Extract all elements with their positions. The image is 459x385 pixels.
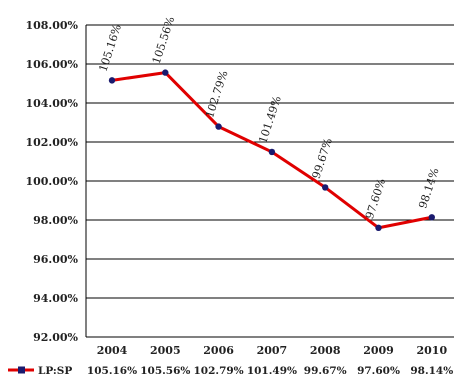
y-tick-label: 98.00% bbox=[33, 214, 78, 227]
x-tick-label: 2008 bbox=[310, 344, 341, 357]
x-tick-label: 2004 bbox=[97, 344, 128, 357]
y-tick-label: 94.00% bbox=[33, 292, 78, 305]
data-point bbox=[322, 184, 329, 191]
x-tick-label: 2005 bbox=[150, 344, 181, 357]
legend-swatch-marker bbox=[18, 366, 25, 374]
y-tick-label: 102.00% bbox=[25, 136, 78, 149]
legend-table-value: 99.67% bbox=[304, 365, 347, 377]
gridlines bbox=[85, 24, 454, 338]
data-labels: 105.16% 105.56% 102.79% 101.49% 99.67% 97.60%… bbox=[96, 15, 441, 221]
x-tick-label: 2007 bbox=[257, 344, 288, 357]
x-tick-label: 2006 bbox=[203, 344, 234, 357]
data-point bbox=[215, 123, 222, 130]
series-lines bbox=[108, 69, 435, 231]
y-tick-label: 92.00% bbox=[33, 331, 78, 344]
data-label: 105.16% bbox=[96, 23, 123, 74]
legend-table-value: 98.14% bbox=[410, 365, 453, 377]
y-tick-label: 104.00% bbox=[25, 97, 78, 110]
data-point bbox=[428, 214, 435, 221]
legend-series-name: LP:SP bbox=[38, 365, 72, 377]
y-tick-label: 96.00% bbox=[33, 253, 78, 266]
x-axis-ticks: 2004 2005 2006 2007 2008 2009 2010 bbox=[97, 344, 448, 357]
legend-table-value: 105.56% bbox=[140, 365, 190, 377]
data-point bbox=[375, 224, 382, 231]
data-point bbox=[162, 69, 169, 76]
legend-table-value: 105.16% bbox=[87, 365, 137, 377]
data-label: 101.49% bbox=[256, 94, 283, 145]
x-tick-label: 2010 bbox=[416, 344, 447, 357]
legend-table-value: 97.60% bbox=[357, 365, 400, 377]
y-tick-label: 108.00% bbox=[25, 19, 78, 32]
y-tick-label: 106.00% bbox=[25, 58, 78, 71]
data-label: 98.14% bbox=[416, 166, 441, 210]
legend-table-value: 102.79% bbox=[194, 365, 244, 377]
y-axis-ticks: 92.00% 94.00% 96.00% 98.00% 100.00% 102.00% 10… bbox=[25, 19, 78, 344]
data-point bbox=[108, 77, 116, 84]
data-label: 105.56% bbox=[150, 15, 177, 66]
data-label: 102.79% bbox=[203, 69, 230, 120]
legend-table-value: 101.49% bbox=[247, 365, 297, 377]
data-point bbox=[268, 148, 276, 156]
data-label: 99.67% bbox=[310, 136, 335, 180]
x-tick-label: 2009 bbox=[363, 344, 394, 357]
legend-table: LP:SP 105.16% 105.56% 102.79% 101.49% 99.67% 9… bbox=[8, 365, 453, 377]
data-label: 97.60% bbox=[363, 177, 388, 221]
y-tick-label: 100.00% bbox=[25, 175, 78, 188]
